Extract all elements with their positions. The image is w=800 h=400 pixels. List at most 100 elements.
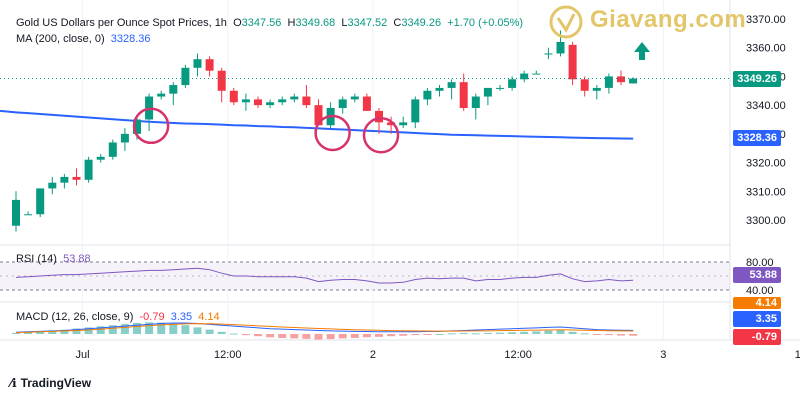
candle-body	[556, 41, 565, 54]
rsi-tick-label: 80.00	[746, 257, 774, 269]
candle-body	[387, 122, 396, 126]
candle-body	[12, 199, 20, 226]
candle	[120, 128, 129, 152]
rsi-tick-label: 40.00	[746, 285, 774, 297]
price-tick-label: 3310.00	[746, 186, 786, 198]
candle	[12, 191, 20, 232]
candle-body	[375, 110, 383, 123]
candle-body	[169, 85, 178, 94]
macd-histogram-bar	[278, 334, 287, 338]
rsi-polyline	[15, 267, 634, 284]
macd-histogram-bar	[120, 324, 129, 334]
candle-body	[520, 73, 529, 80]
macd-histogram-bar	[338, 334, 347, 339]
price-tick-label: 3320.00	[746, 158, 786, 170]
tradingview-footer[interactable]: ⁄ℹ TradingView	[10, 376, 91, 390]
candle-body	[580, 79, 589, 91]
macd-histogram-bar	[266, 334, 275, 338]
candle	[290, 93, 299, 103]
rsi-tag: 53.88	[733, 267, 781, 283]
legend-h-value: 3349.68	[295, 17, 336, 29]
candle-body	[229, 90, 238, 103]
candle-body	[278, 99, 287, 103]
macd-histogram-bar	[544, 330, 553, 334]
ma-price-tag: 3328.36	[733, 130, 781, 146]
highlight-circle	[132, 107, 170, 145]
macd-histogram-bar	[169, 323, 178, 334]
macd-histogram-bar	[24, 332, 33, 334]
time-tick-label: 2	[370, 349, 376, 361]
candle-body	[157, 93, 166, 97]
macd-histogram-bar	[350, 334, 359, 338]
macd-histogram-bar	[399, 334, 408, 336]
macd-histogram-bar	[48, 330, 57, 334]
macd-histogram-bar	[290, 334, 299, 339]
candle	[229, 87, 238, 106]
time-tick-label: 12:00	[214, 349, 242, 361]
macd-pane	[12, 322, 638, 340]
last-price-tag: 3349.26	[733, 71, 781, 87]
candle	[350, 93, 359, 103]
candle-body	[568, 44, 577, 80]
candle	[96, 153, 105, 163]
macd-histogram-bar	[411, 334, 420, 336]
macd-histogram-bar	[241, 334, 250, 336]
candle	[169, 82, 178, 106]
candle-body	[411, 99, 420, 123]
candle-body	[350, 96, 359, 100]
candle-body	[314, 105, 323, 126]
legend-title: Gold US Dollars per Ounce Spot Prices, 1…	[16, 17, 227, 29]
candle	[375, 108, 383, 134]
signal-polyline	[15, 323, 634, 334]
candle	[423, 87, 432, 106]
candle	[193, 53, 202, 77]
candle-body	[36, 188, 45, 215]
candle	[157, 90, 166, 100]
candle	[447, 79, 456, 100]
macd-histogram-bar	[217, 331, 226, 334]
macd-histogram-bar	[568, 331, 577, 334]
giavang-logo-icon	[549, 5, 583, 39]
candle-body	[459, 82, 468, 109]
macd-histogram-bar	[84, 327, 93, 334]
macd-histogram-bar	[205, 329, 214, 334]
candle-body	[302, 96, 311, 106]
candle	[241, 93, 250, 111]
candle	[604, 73, 613, 94]
rsi-legend-label: RSI (14)	[16, 253, 57, 265]
candle	[278, 96, 287, 106]
macd-histogram-bar	[508, 332, 517, 334]
candle-body	[483, 87, 492, 97]
macd-histogram-bar	[629, 334, 638, 336]
candle	[254, 96, 262, 109]
macd-histogram-bar	[483, 332, 492, 334]
candle	[217, 67, 226, 103]
time-tick-label: 12:00	[795, 349, 800, 361]
candle	[411, 96, 420, 129]
candle	[24, 211, 33, 216]
candle	[108, 139, 117, 160]
footer-text: TradingView	[20, 376, 92, 390]
candle-body	[181, 67, 190, 86]
time-axis-ticks: Jul 12:00 2 12:00 3 12:00	[76, 349, 800, 361]
macd-signal-tag: 3.35	[733, 311, 781, 327]
legend-o-value: 3347.56	[241, 17, 282, 29]
macd-histogram-bar	[72, 328, 81, 334]
main-legend: Gold US Dollars per Ounce Spot Prices, 1…	[16, 17, 523, 29]
highlight-circles	[132, 107, 400, 154]
candle-body	[544, 53, 553, 55]
macd-histogram-bar	[592, 334, 601, 335]
candle-body	[241, 99, 250, 103]
price-tick-label: 3370.00	[746, 14, 786, 26]
candle-body	[48, 182, 57, 189]
up-arrow-icon	[634, 42, 650, 60]
candle	[568, 41, 577, 86]
macd-histogram-bar	[387, 334, 396, 337]
candle-body	[399, 122, 408, 126]
candle	[362, 93, 371, 111]
time-tick-label: 3	[660, 349, 666, 361]
candle	[205, 56, 214, 77]
price-tick-label: 3360.00	[746, 43, 786, 55]
legend-l-label: L	[341, 17, 348, 29]
